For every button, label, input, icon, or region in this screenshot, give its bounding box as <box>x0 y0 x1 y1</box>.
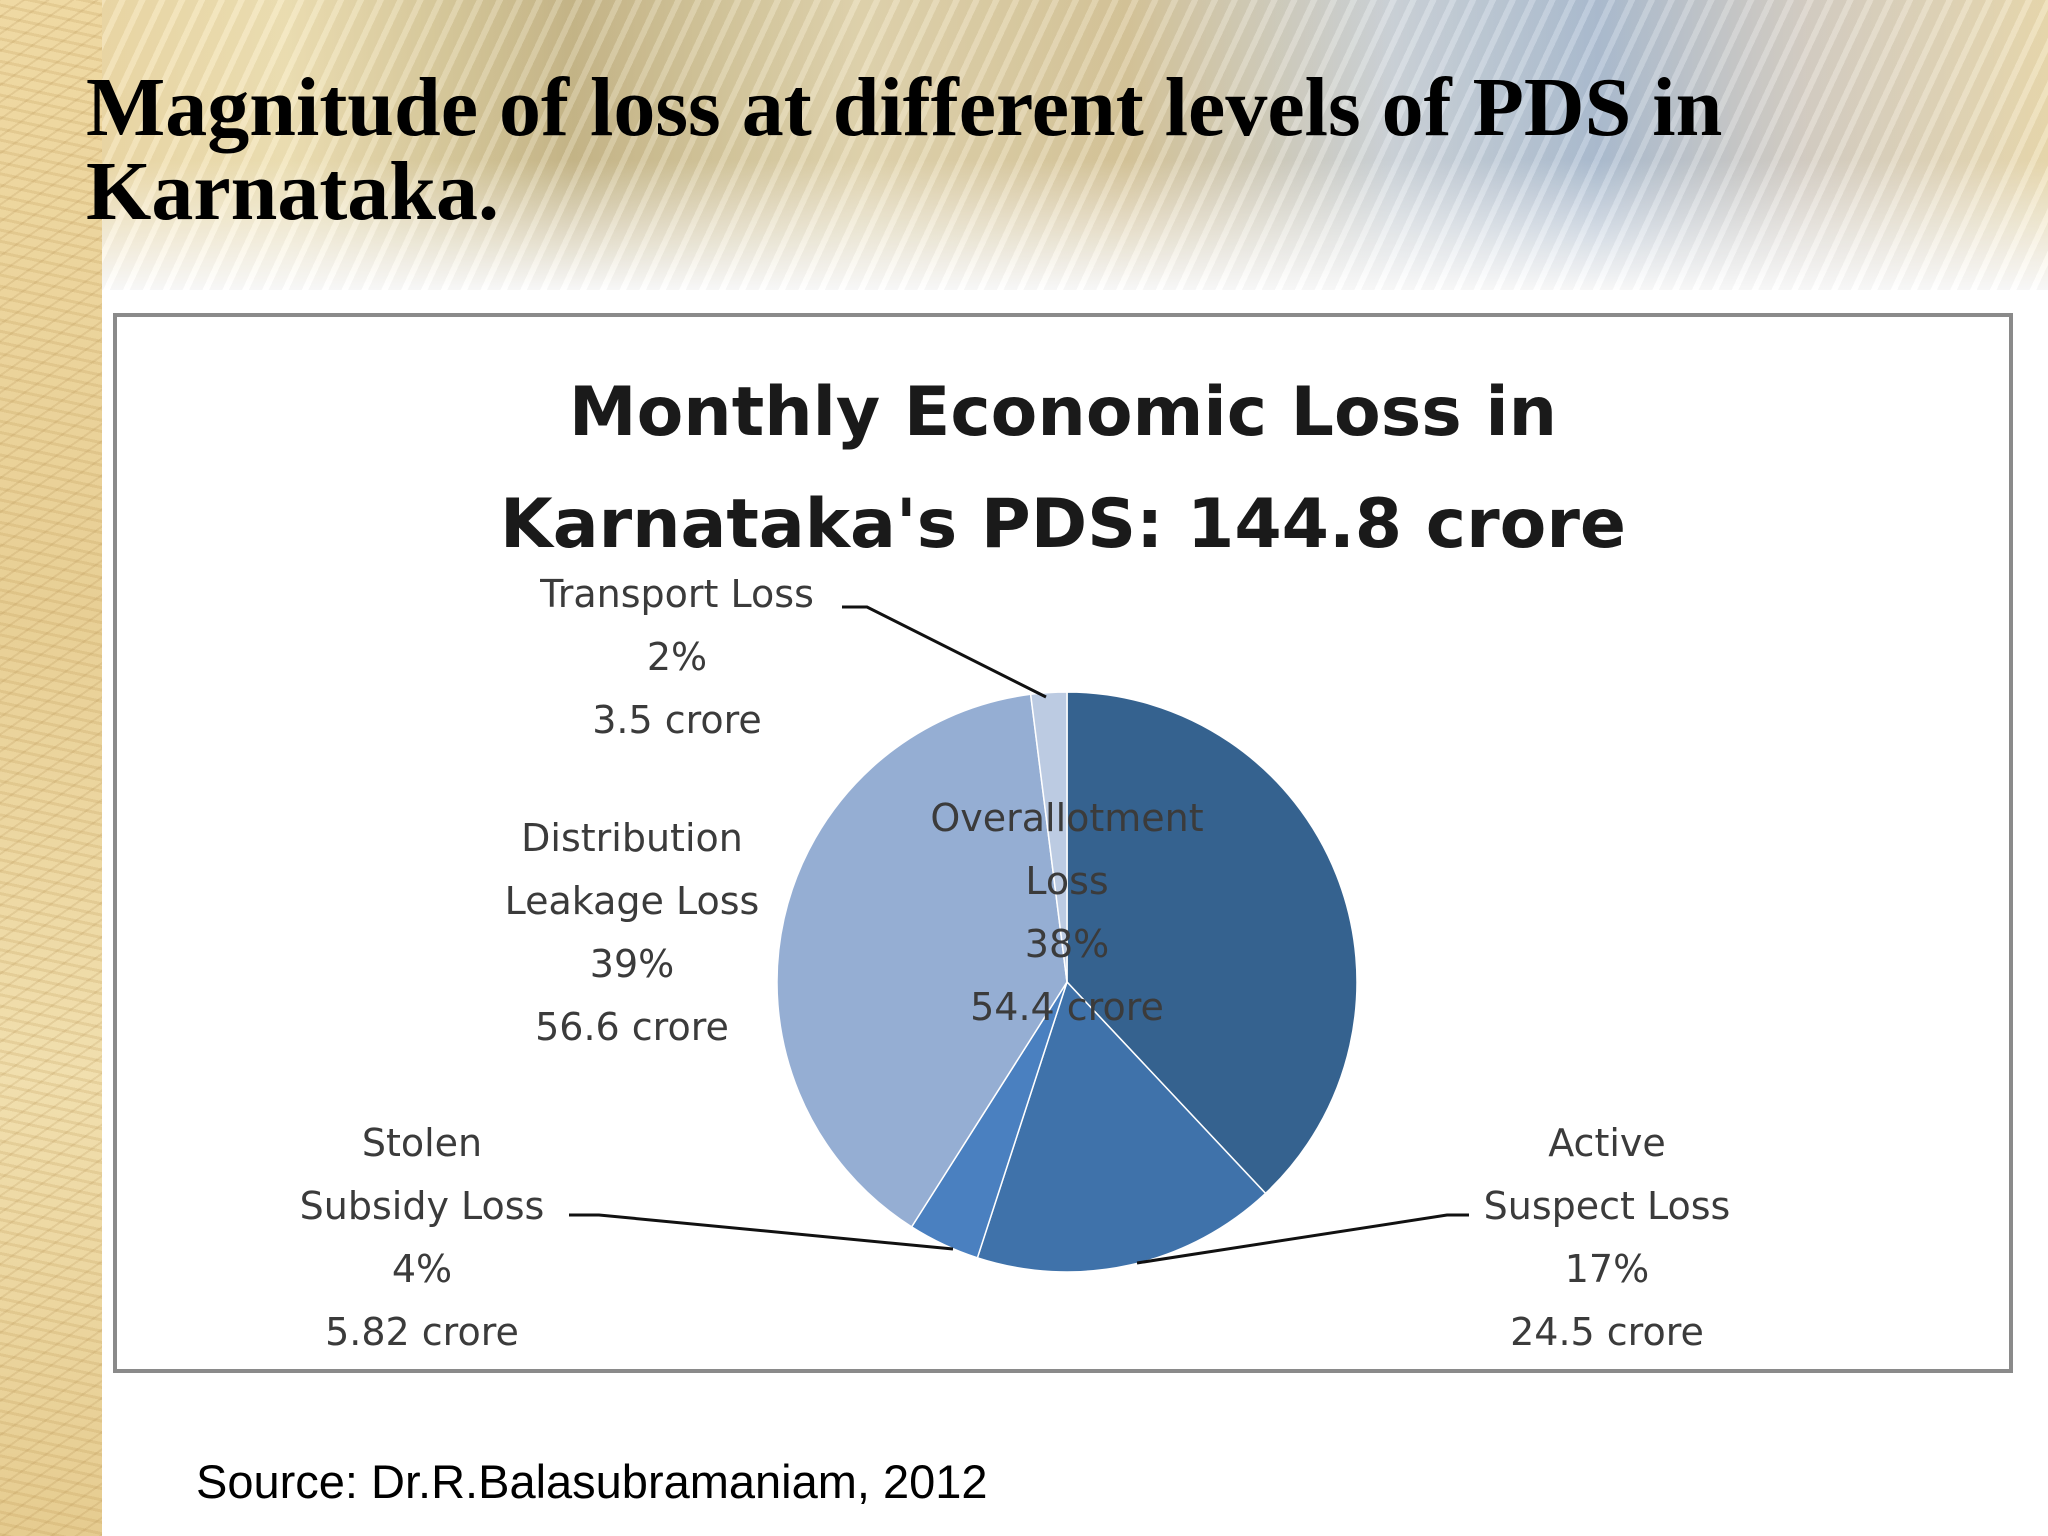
leader-line-stolen-subsidy-loss <box>569 1213 954 1251</box>
slice-label-active-suspect-loss: Active Suspect Loss 17% 24.5 crore <box>1484 1112 1731 1364</box>
slice-value-label: 24.5 crore <box>1510 1310 1704 1354</box>
slice-value-label: 3.5 crore <box>592 698 762 742</box>
pie-slice-active-suspect-loss <box>976 980 1267 1273</box>
slice-value-label: 56.6 crore <box>535 1005 729 1049</box>
slice-category-label: Overallotment <box>930 796 1204 840</box>
slice-category-label: Loss <box>1025 859 1109 903</box>
slide-side-texture <box>0 0 102 1536</box>
slice-category-label: Suspect Loss <box>1483 1184 1731 1228</box>
slice-label-stolen-subsidy-loss: Stolen Subsidy Loss 4% 5.82 crore <box>300 1112 545 1364</box>
slice-percent-label: 17% <box>1564 1247 1650 1291</box>
slide-header-texture <box>0 0 2048 290</box>
slice-label-distribution-leakage-loss: Distribution Leakage Loss 39% 56.6 crore <box>505 807 760 1059</box>
pie-slice-distribution-leakage-loss <box>776 693 1068 1228</box>
slice-label-overallotment-loss: Overallotment Loss 38% 54.4 crore <box>930 787 1203 1039</box>
pie-slice-transport-loss <box>1029 691 1068 983</box>
slice-category-label: Subsidy Loss <box>299 1184 545 1228</box>
pie-chart: Monthly Economic Loss in Karnataka's PDS… <box>113 313 2013 1373</box>
leader-line-active-suspect-loss <box>1136 1213 1469 1265</box>
slice-percent-label: 4% <box>391 1247 453 1291</box>
slice-category-label: Leakage Loss <box>504 879 760 923</box>
leader-line-transport-loss <box>842 605 1047 699</box>
slice-category-label: Active <box>1548 1121 1666 1165</box>
slice-percent-label: 2% <box>646 635 708 679</box>
pie-plot-area <box>569 605 1469 1273</box>
slice-category-label: Transport Loss <box>540 572 814 616</box>
slice-percent-label: 39% <box>589 942 675 986</box>
slice-value-label: 54.4 crore <box>970 985 1164 1029</box>
slice-value-label: 5.82 crore <box>325 1310 519 1354</box>
slice-percent-label: 38% <box>1024 922 1110 966</box>
slice-category-label: Distribution <box>521 816 743 860</box>
slice-label-transport-loss: Transport Loss 2% 3.5 crore <box>540 563 814 752</box>
pie-slice-overallotment-loss <box>1066 691 1358 1195</box>
chart-title-line-2: Karnataka's PDS: 144.8 crore <box>500 485 1626 564</box>
source-note: Source: Dr.R.Balasubramaniam, 2012 <box>196 1455 988 1508</box>
slice-category-label: Stolen <box>361 1121 483 1165</box>
chart-title-line-1: Monthly Economic Loss in <box>568 373 1558 452</box>
slide-title: Magnitude of loss at different levels of… <box>86 61 1723 238</box>
